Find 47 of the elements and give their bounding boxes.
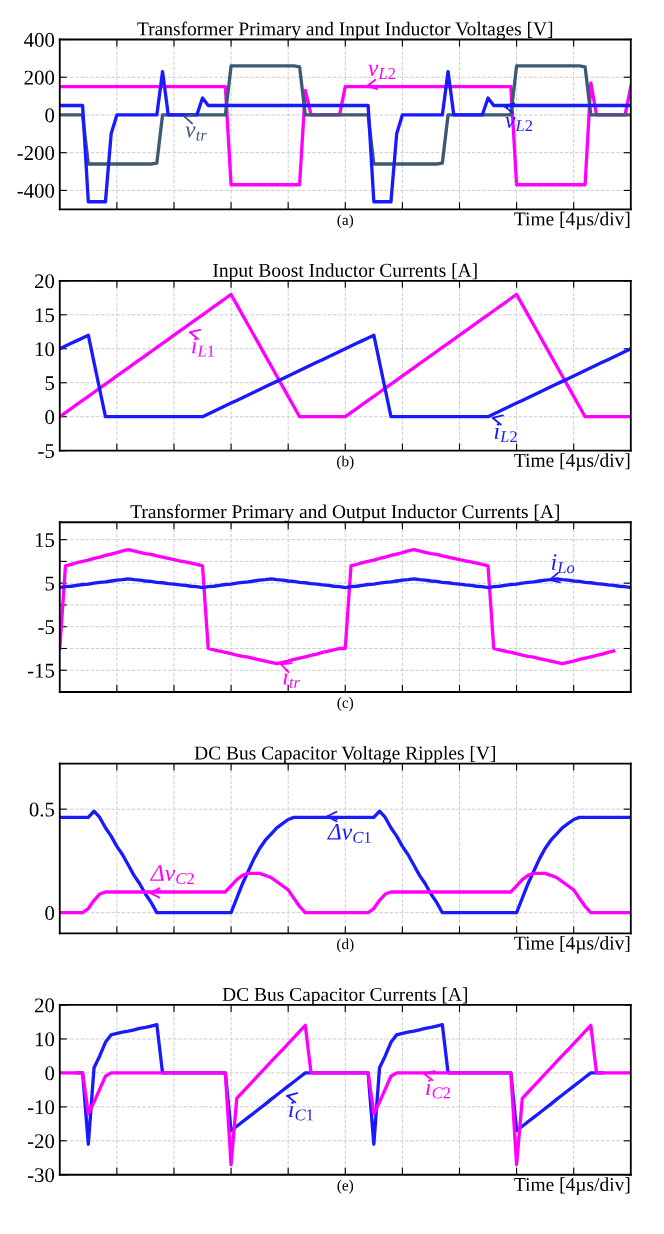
y-tick-label: 5 xyxy=(45,576,55,591)
y-tick-label: 0 xyxy=(45,410,55,425)
y-tick-label: -5 xyxy=(38,444,55,459)
y-tick-label: 0 xyxy=(45,1066,55,1081)
legend-label: i$_{C2}$ xyxy=(426,1079,451,1099)
y-tick-label: 400 xyxy=(24,32,55,47)
series-label: Δv$_{C2}$ xyxy=(150,865,194,885)
y-tick-label: 200 xyxy=(24,70,55,85)
legend-label: Δv$_{C1}$ xyxy=(327,823,371,843)
legend-label: i$_{C1}$ xyxy=(289,1101,313,1121)
chart-title: DC Bus Capacitor Voltage Ripples [V] xyxy=(194,745,495,764)
y-tick-label: -10 xyxy=(27,1100,55,1115)
x-axis-title: Time [4µs/div] xyxy=(514,211,630,230)
text: (b) xyxy=(337,455,354,470)
chart-title: Transformer Primary and Input Inductor Voltages [V] xyxy=(137,21,553,40)
series-label: i$_{Lo}$ xyxy=(551,554,575,574)
y-tick-label: -30 xyxy=(27,1168,55,1183)
y-tick-label: -20 xyxy=(27,1134,55,1149)
text: (d) xyxy=(337,938,354,953)
legend-label: v$_{tr}$ xyxy=(185,126,207,141)
legend-label: i$_{L2}$ xyxy=(494,423,517,443)
text: (e) xyxy=(337,1179,354,1194)
x-axis-title: Time [4µs/div] xyxy=(514,1177,630,1195)
y-tick-label: 15 xyxy=(35,533,55,548)
x-axis-title: Time [4µs/div] xyxy=(514,453,630,471)
chart-title: Input Boost Inductor Currents [A] xyxy=(213,263,477,281)
y-tick-label: -15 xyxy=(27,663,55,678)
x-axis-title: Time [4µs/div] xyxy=(514,935,630,954)
y-tick-label: 0 xyxy=(45,906,55,921)
chart-title: DC Bus Capacitor Currents [A] xyxy=(222,987,467,1005)
y-tick-label: -400 xyxy=(17,183,55,198)
y-tick-label: 0 xyxy=(45,108,55,123)
text: (c) xyxy=(337,697,354,711)
y-tick-label: -5 xyxy=(38,620,55,635)
series-label: i$_{tr}$ xyxy=(283,668,300,688)
y-tick-label: 20 xyxy=(34,274,55,289)
y-tick-label: 10 xyxy=(35,342,55,357)
text: (a) xyxy=(337,214,354,229)
chart-title: Transformer Primary and Output Inductor Currents [A] xyxy=(130,504,559,523)
y-tick-label: 15 xyxy=(35,308,55,323)
legend-label: i$_{L1}$ xyxy=(192,337,214,357)
y-tick-label: 10 xyxy=(35,1032,55,1047)
y-tick-label: 20 xyxy=(34,998,55,1013)
legend-label: v$_{L2}$ xyxy=(368,64,396,79)
y-tick-label: 5 xyxy=(45,376,55,391)
y-tick-label: 0.5 xyxy=(29,802,55,817)
y-tick-label: -200 xyxy=(17,146,55,161)
